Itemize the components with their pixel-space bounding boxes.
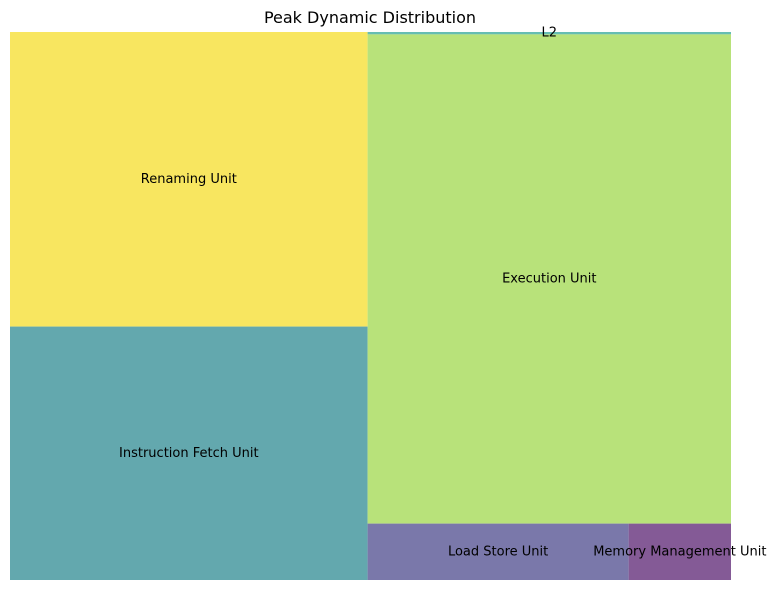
treemap-cell-renaming-unit	[10, 32, 368, 327]
treemap-cell-memory-management-unit	[628, 523, 731, 580]
treemap-cell-instruction-fetch-unit	[10, 326, 368, 580]
chart-title: Peak Dynamic Distribution	[264, 8, 476, 27]
treemap-label-renaming-unit: Renaming Unit	[141, 172, 237, 187]
treemap-label-execution-unit: Execution Unit	[502, 271, 596, 286]
treemap-cell-load-store-unit	[367, 523, 629, 580]
treemap-label-load-store-unit: Load Store Unit	[448, 544, 548, 559]
treemap-labels: Renaming Unit Instruction Fetch Unit L2 Exe…	[119, 26, 766, 560]
treemap-cell-l2	[367, 32, 731, 35]
treemap-label-instruction-fetch-unit: Instruction Fetch Unit	[119, 446, 259, 461]
treemap-label-memory-management-unit: Memory Management Unit	[593, 544, 766, 559]
treemap-cells	[10, 32, 731, 580]
treemap-label-l2: L2	[542, 26, 558, 41]
treemap-cell-execution-unit	[367, 34, 731, 524]
